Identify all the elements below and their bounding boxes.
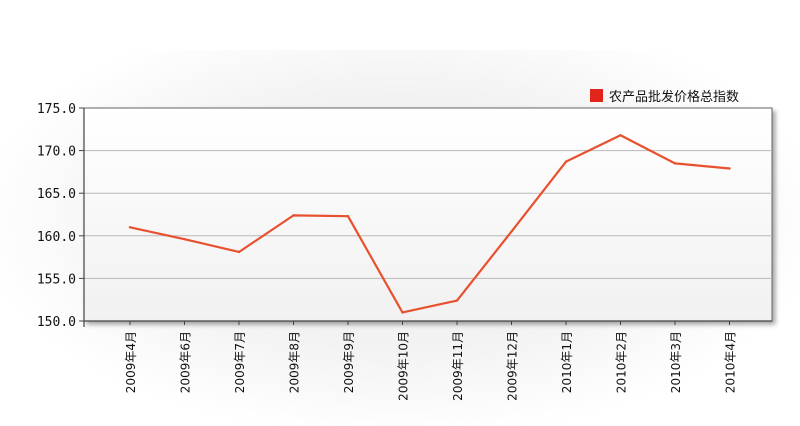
data-point (619, 134, 622, 137)
x-tick-label: 2009年8月 (288, 331, 302, 393)
plot-area (83, 107, 773, 322)
x-tick-label: 2009年12月 (506, 331, 520, 401)
data-point (564, 160, 568, 163)
data-point (728, 167, 731, 170)
x-tick-label: 2009年7月 (233, 331, 247, 393)
data-point (455, 299, 459, 302)
y-tick-label: 175.0 (37, 102, 76, 117)
legend: 农产品批发价格总指数 (590, 86, 739, 105)
data-point (128, 226, 132, 229)
legend-label: 农产品批发价格总指数 (609, 90, 740, 105)
x-tick-label: 2009年10月 (397, 331, 411, 401)
y-tick-label: 155.0 (37, 272, 76, 287)
data-point (510, 230, 513, 233)
series-line (128, 134, 731, 314)
x-tick-label: 2010年2月 (615, 331, 629, 393)
data-point (673, 162, 677, 165)
data-point (292, 214, 295, 217)
x-tick-label: 2009年9月 (342, 331, 356, 393)
x-tick-label: 2010年1月 (560, 331, 574, 393)
y-tick-label: 165.0 (37, 187, 76, 202)
data-point (401, 311, 404, 314)
x-tick-label: 2009年6月 (179, 331, 193, 393)
data-point (237, 250, 241, 254)
y-tick-label: 170.0 (37, 145, 76, 160)
y-tick-label: 160.0 (37, 230, 76, 245)
data-point (183, 238, 186, 241)
legend-swatch (590, 89, 603, 102)
x-tick-label: 2010年4月 (724, 331, 738, 393)
data-point (346, 215, 350, 218)
y-tick-label: 150.0 (37, 315, 76, 330)
x-tick-label: 2009年11月 (451, 331, 465, 401)
x-tick-label: 2009年4月 (124, 331, 138, 393)
x-tick-label: 2010年3月 (669, 331, 683, 393)
